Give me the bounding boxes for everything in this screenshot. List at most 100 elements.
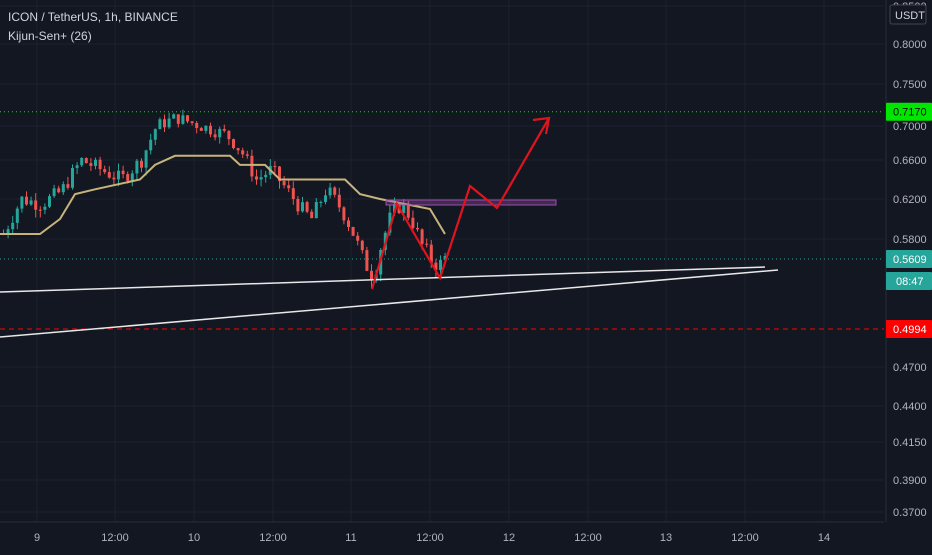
candle-body [61, 184, 65, 193]
x-tick-label: 12:00 [259, 532, 287, 544]
candle-body [365, 250, 369, 271]
candle-body [190, 121, 194, 123]
candle-body [241, 150, 245, 155]
candle-body [337, 194, 341, 208]
candle-body [163, 119, 166, 128]
candle-body [278, 166, 281, 182]
candle-body [411, 217, 415, 228]
price-label-text: 0.4994 [893, 324, 927, 336]
candle-body [287, 185, 291, 189]
candle-body [20, 196, 24, 209]
candle-body [158, 119, 162, 130]
candle-body [406, 203, 410, 218]
candle-body [29, 200, 33, 205]
x-tick-label: 12 [503, 532, 515, 544]
x-tick-label: 12:00 [101, 532, 129, 544]
kijun-sen-line [0, 154, 446, 235]
candle-body [301, 202, 304, 212]
chart-legend: ICON / TetherUS, 1h, BINANCE Kijun-Sen+ … [8, 8, 178, 46]
candle-body [273, 166, 277, 168]
x-tick-label: 12:00 [416, 532, 444, 544]
price-label-badge [886, 320, 932, 338]
candle-body [356, 235, 360, 241]
candles [2, 109, 447, 289]
candle-body [314, 202, 318, 219]
candle-body [370, 270, 373, 281]
indicator-label: Kijun-Sen+ (26) [8, 29, 92, 43]
candle-body [351, 226, 355, 236]
x-tick-label: 12:00 [731, 532, 759, 544]
y-tick-label: 0.4150 [893, 437, 927, 449]
candle-body [250, 155, 254, 177]
candle-body [84, 158, 88, 164]
y-tick-label: 0.3900 [893, 475, 927, 487]
candle-body [52, 188, 56, 197]
candle-body [135, 160, 139, 174]
x-tick-label: 11 [345, 532, 356, 544]
candle-body [186, 115, 189, 122]
x-tick-label: 10 [188, 532, 200, 544]
candle-body [360, 240, 364, 251]
candle-body [153, 129, 157, 140]
candle-body [443, 256, 447, 260]
trend-line-lower [0, 269, 779, 338]
y-tick-label: 0.6200 [893, 194, 927, 206]
currency-label: USDT [895, 10, 925, 22]
candle-body [282, 181, 286, 186]
candle-body [232, 139, 235, 149]
candle-body [204, 125, 208, 131]
projection-arrow-head [532, 116, 551, 135]
candle-body [43, 206, 47, 210]
candle-body [71, 168, 74, 188]
candle-body [429, 244, 433, 263]
candle-body [57, 188, 61, 193]
projection-path [370, 117, 550, 290]
candle-body [126, 174, 130, 181]
candle-body [305, 202, 309, 212]
countdown-text: 08:47 [896, 276, 924, 288]
candle-body [342, 207, 346, 221]
candle-body [264, 174, 268, 178]
candle-body [434, 262, 438, 271]
candle-body [80, 158, 84, 166]
candle-body [121, 170, 125, 175]
candle-body [218, 128, 222, 138]
x-tick-label: 14 [818, 532, 830, 544]
candle-body [167, 118, 171, 128]
y-tick-label: 0.8000 [893, 39, 927, 51]
candle-body [195, 122, 199, 129]
candle-body [103, 169, 107, 173]
candle-body [199, 128, 203, 131]
candle-body [347, 220, 350, 227]
y-tick-label: 0.7000 [893, 121, 927, 133]
candle-body [259, 177, 263, 180]
candle-body [245, 154, 249, 156]
candle-body [144, 150, 148, 168]
candle-body [213, 134, 217, 138]
price-label-text: 0.5609 [893, 254, 927, 266]
candle-body [107, 172, 111, 178]
candle-body [291, 188, 295, 199]
candle-body [209, 125, 212, 135]
price-label-badge [886, 102, 932, 121]
y-tick-label: 0.4700 [893, 362, 927, 374]
candle-body [98, 159, 102, 170]
resistance-box [385, 199, 557, 206]
trend-line-upper [0, 266, 766, 293]
y-tick-label: 0.6600 [893, 155, 927, 167]
candle-body [176, 114, 180, 124]
candle-body [402, 203, 406, 214]
y-tick-label: 0.7500 [893, 79, 927, 91]
candle-body [310, 211, 314, 219]
chart-title: ICON / TetherUS, 1h, BINANCE [8, 10, 178, 24]
candle-body [38, 209, 42, 211]
candle-body [227, 130, 231, 140]
candle-body [296, 198, 300, 212]
candle-body [94, 159, 97, 166]
y-tick-label: 0.4400 [893, 401, 927, 413]
candle-body [425, 243, 429, 245]
candle-body [236, 148, 240, 151]
